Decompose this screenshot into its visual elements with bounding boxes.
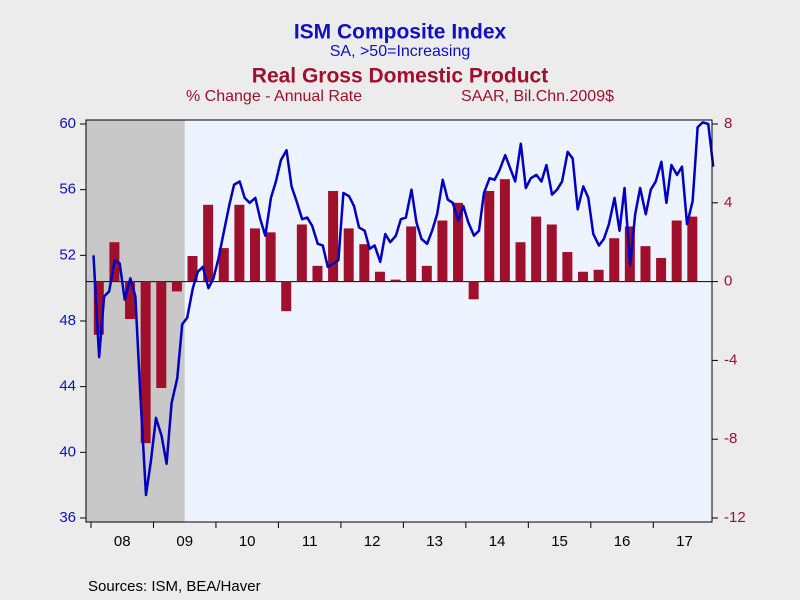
bar (609, 238, 620, 282)
x-tick-label: 13 (426, 533, 443, 550)
bar (390, 279, 401, 282)
bar (453, 202, 464, 282)
plot-frame (85, 119, 713, 523)
bar (593, 269, 604, 282)
bar (562, 252, 573, 282)
x-tick-label: 16 (614, 533, 631, 550)
source-note: Sources: ISM, BEA/Haver (88, 578, 261, 595)
bar (140, 281, 151, 444)
y2-tick-label: 0 (724, 273, 732, 290)
x-tick-label: 17 (676, 533, 693, 550)
y-tick-label: 60 (59, 115, 76, 132)
bar (296, 224, 307, 282)
bar (437, 220, 448, 282)
x-tick-label: 12 (364, 533, 381, 550)
y-tick-label: 40 (59, 443, 76, 460)
chart-subtitle-2: % Change - Annual Rate (186, 88, 362, 105)
x-tick-label: 08 (114, 533, 131, 550)
y-tick-label: 48 (59, 312, 76, 329)
bar (468, 281, 479, 300)
bar (687, 216, 698, 282)
x-tick-label: 11 (302, 533, 318, 550)
y2-tick-label: 8 (724, 115, 732, 132)
y-tick-label: 44 (59, 378, 76, 395)
y2-tick-label: -4 (724, 351, 737, 368)
bar (359, 244, 370, 282)
bar (187, 255, 198, 282)
bar (484, 190, 495, 282)
plot-area (86, 120, 712, 522)
bar (265, 232, 276, 282)
bar (499, 179, 510, 282)
bar (312, 265, 323, 282)
bar (249, 228, 260, 282)
line-series (92, 121, 715, 497)
x-tick-label: 14 (489, 533, 506, 550)
bar (374, 271, 385, 282)
bar (93, 281, 104, 335)
y-tick-label: 56 (59, 181, 76, 198)
bar (640, 246, 651, 282)
bar (125, 281, 136, 320)
bar (203, 204, 214, 282)
bar (546, 224, 557, 282)
bar (515, 242, 526, 282)
bar (577, 271, 588, 282)
bar (656, 257, 667, 282)
bar (171, 281, 182, 292)
bar (343, 228, 354, 282)
bar (234, 204, 245, 282)
bar (156, 281, 167, 388)
chart-title-2: Real Gross Domestic Product (252, 65, 548, 88)
chart-subtitle-2: SAAR, Bil.Chn.2009$ (461, 88, 614, 105)
bar (281, 281, 292, 312)
x-tick-label: 10 (239, 533, 256, 550)
bar (421, 265, 432, 282)
y-tick-label: 52 (59, 246, 76, 263)
bar (218, 248, 229, 282)
y2-tick-label: -12 (724, 509, 746, 526)
chart-subtitle: SA, >50=Increasing (330, 43, 471, 60)
y2-tick-label: 4 (724, 194, 732, 211)
bar (406, 226, 417, 282)
x-tick-label: 15 (551, 533, 568, 550)
x-tick-label: 09 (176, 533, 193, 550)
y2-tick-label: -8 (724, 430, 737, 447)
bar (328, 190, 339, 282)
bar (531, 216, 542, 282)
y-tick-label: 36 (59, 509, 76, 526)
bar (671, 220, 682, 282)
chart-title: ISM Composite Index (294, 21, 507, 44)
